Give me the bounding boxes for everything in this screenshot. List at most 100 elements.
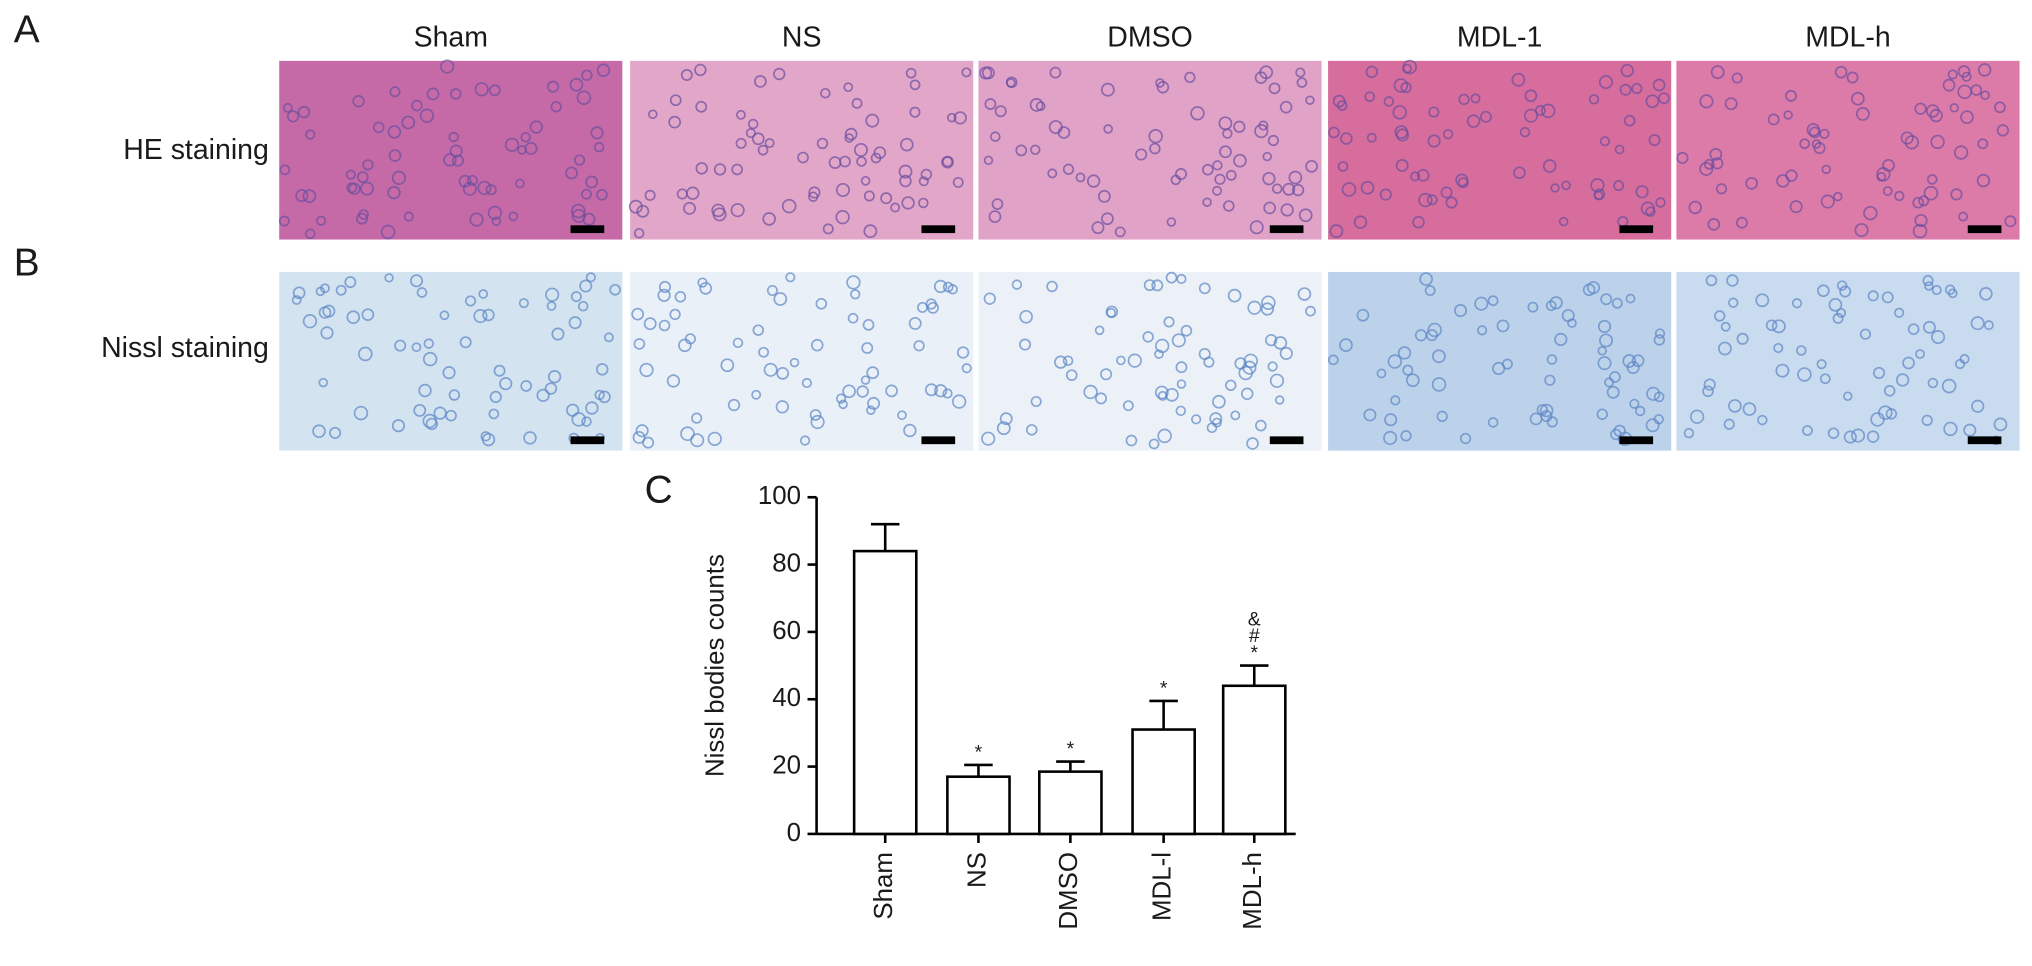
cell <box>1155 78 1165 88</box>
cell <box>1960 110 1974 125</box>
cell <box>464 295 477 307</box>
cell <box>1157 390 1168 401</box>
cell <box>1941 378 1957 394</box>
cell <box>1923 320 1936 334</box>
cell <box>344 276 357 289</box>
cell <box>1963 423 1977 437</box>
cell <box>458 174 472 188</box>
cell <box>758 346 770 358</box>
micrograph <box>978 271 1322 451</box>
cell <box>1397 346 1412 360</box>
cell <box>1383 96 1395 107</box>
y-tick-label: 60 <box>772 617 801 645</box>
cell <box>835 393 847 404</box>
cell <box>1683 427 1695 439</box>
cell <box>1100 368 1113 381</box>
cell <box>1254 71 1268 84</box>
cell <box>439 310 450 321</box>
cell <box>981 431 996 446</box>
cell <box>1175 361 1188 374</box>
cell <box>713 163 727 176</box>
cell <box>1524 89 1538 103</box>
cell <box>1366 132 1377 143</box>
cell <box>1652 78 1666 92</box>
cell <box>1625 293 1636 304</box>
cell <box>1151 279 1164 292</box>
cell <box>1613 180 1625 192</box>
cell <box>668 115 682 129</box>
cell <box>473 309 488 324</box>
cell <box>1742 402 1757 416</box>
cell <box>1611 297 1623 309</box>
cell <box>1980 90 1990 101</box>
significance-marker: * <box>975 741 983 763</box>
cell <box>735 137 747 149</box>
cell <box>1387 354 1403 369</box>
cell <box>1596 408 1608 420</box>
cell <box>835 182 850 198</box>
cell <box>1392 105 1407 120</box>
cell <box>1297 287 1312 301</box>
cell <box>1246 437 1259 450</box>
cell <box>1970 84 1983 96</box>
cell <box>680 69 693 81</box>
cell <box>1243 353 1259 369</box>
cell <box>372 121 385 134</box>
cell <box>312 424 326 439</box>
cell <box>1048 120 1063 135</box>
micrograph <box>630 271 974 451</box>
cell <box>727 398 741 412</box>
cell <box>1550 183 1560 193</box>
cell <box>1705 274 1718 287</box>
cell <box>529 120 544 134</box>
cell <box>1086 174 1101 188</box>
cell <box>1599 333 1614 348</box>
cell <box>1619 83 1632 96</box>
cell <box>1122 400 1134 412</box>
cell <box>999 412 1013 426</box>
cell <box>981 66 995 80</box>
cell <box>520 380 533 392</box>
cell <box>1854 223 1869 238</box>
cell <box>1546 354 1558 365</box>
cell <box>1466 114 1481 128</box>
cell <box>695 162 708 175</box>
cell <box>763 362 778 377</box>
cell <box>1703 158 1715 170</box>
cell <box>1402 364 1414 376</box>
cell <box>1135 148 1148 161</box>
cell <box>808 186 821 199</box>
cell <box>582 212 596 226</box>
cell <box>1773 342 1784 354</box>
scale-bar <box>1269 436 1304 445</box>
cell <box>1598 75 1613 90</box>
cell <box>416 287 428 298</box>
x-tick-label: NS <box>963 852 991 888</box>
cell <box>1165 387 1179 402</box>
cell <box>1893 307 1905 318</box>
cell <box>1710 65 1725 80</box>
cell <box>1789 200 1803 214</box>
cell <box>1011 279 1023 290</box>
significance-marker: * <box>1160 677 1168 699</box>
cell <box>1405 373 1420 388</box>
cell <box>1191 414 1202 425</box>
cell <box>1775 363 1790 378</box>
cell <box>1921 414 1933 426</box>
cell <box>1095 392 1108 405</box>
cell <box>1527 301 1539 313</box>
cell <box>1476 325 1488 336</box>
cell <box>1065 369 1078 381</box>
cell <box>1269 373 1285 388</box>
cell <box>1175 168 1188 181</box>
cell <box>913 340 925 352</box>
cell <box>565 166 578 180</box>
cell <box>1689 409 1705 424</box>
cell <box>335 284 347 296</box>
cell <box>1075 172 1086 183</box>
cell <box>731 163 743 176</box>
y-tick-label: 40 <box>772 684 801 712</box>
cell <box>1900 131 1914 145</box>
cell <box>1019 338 1032 351</box>
